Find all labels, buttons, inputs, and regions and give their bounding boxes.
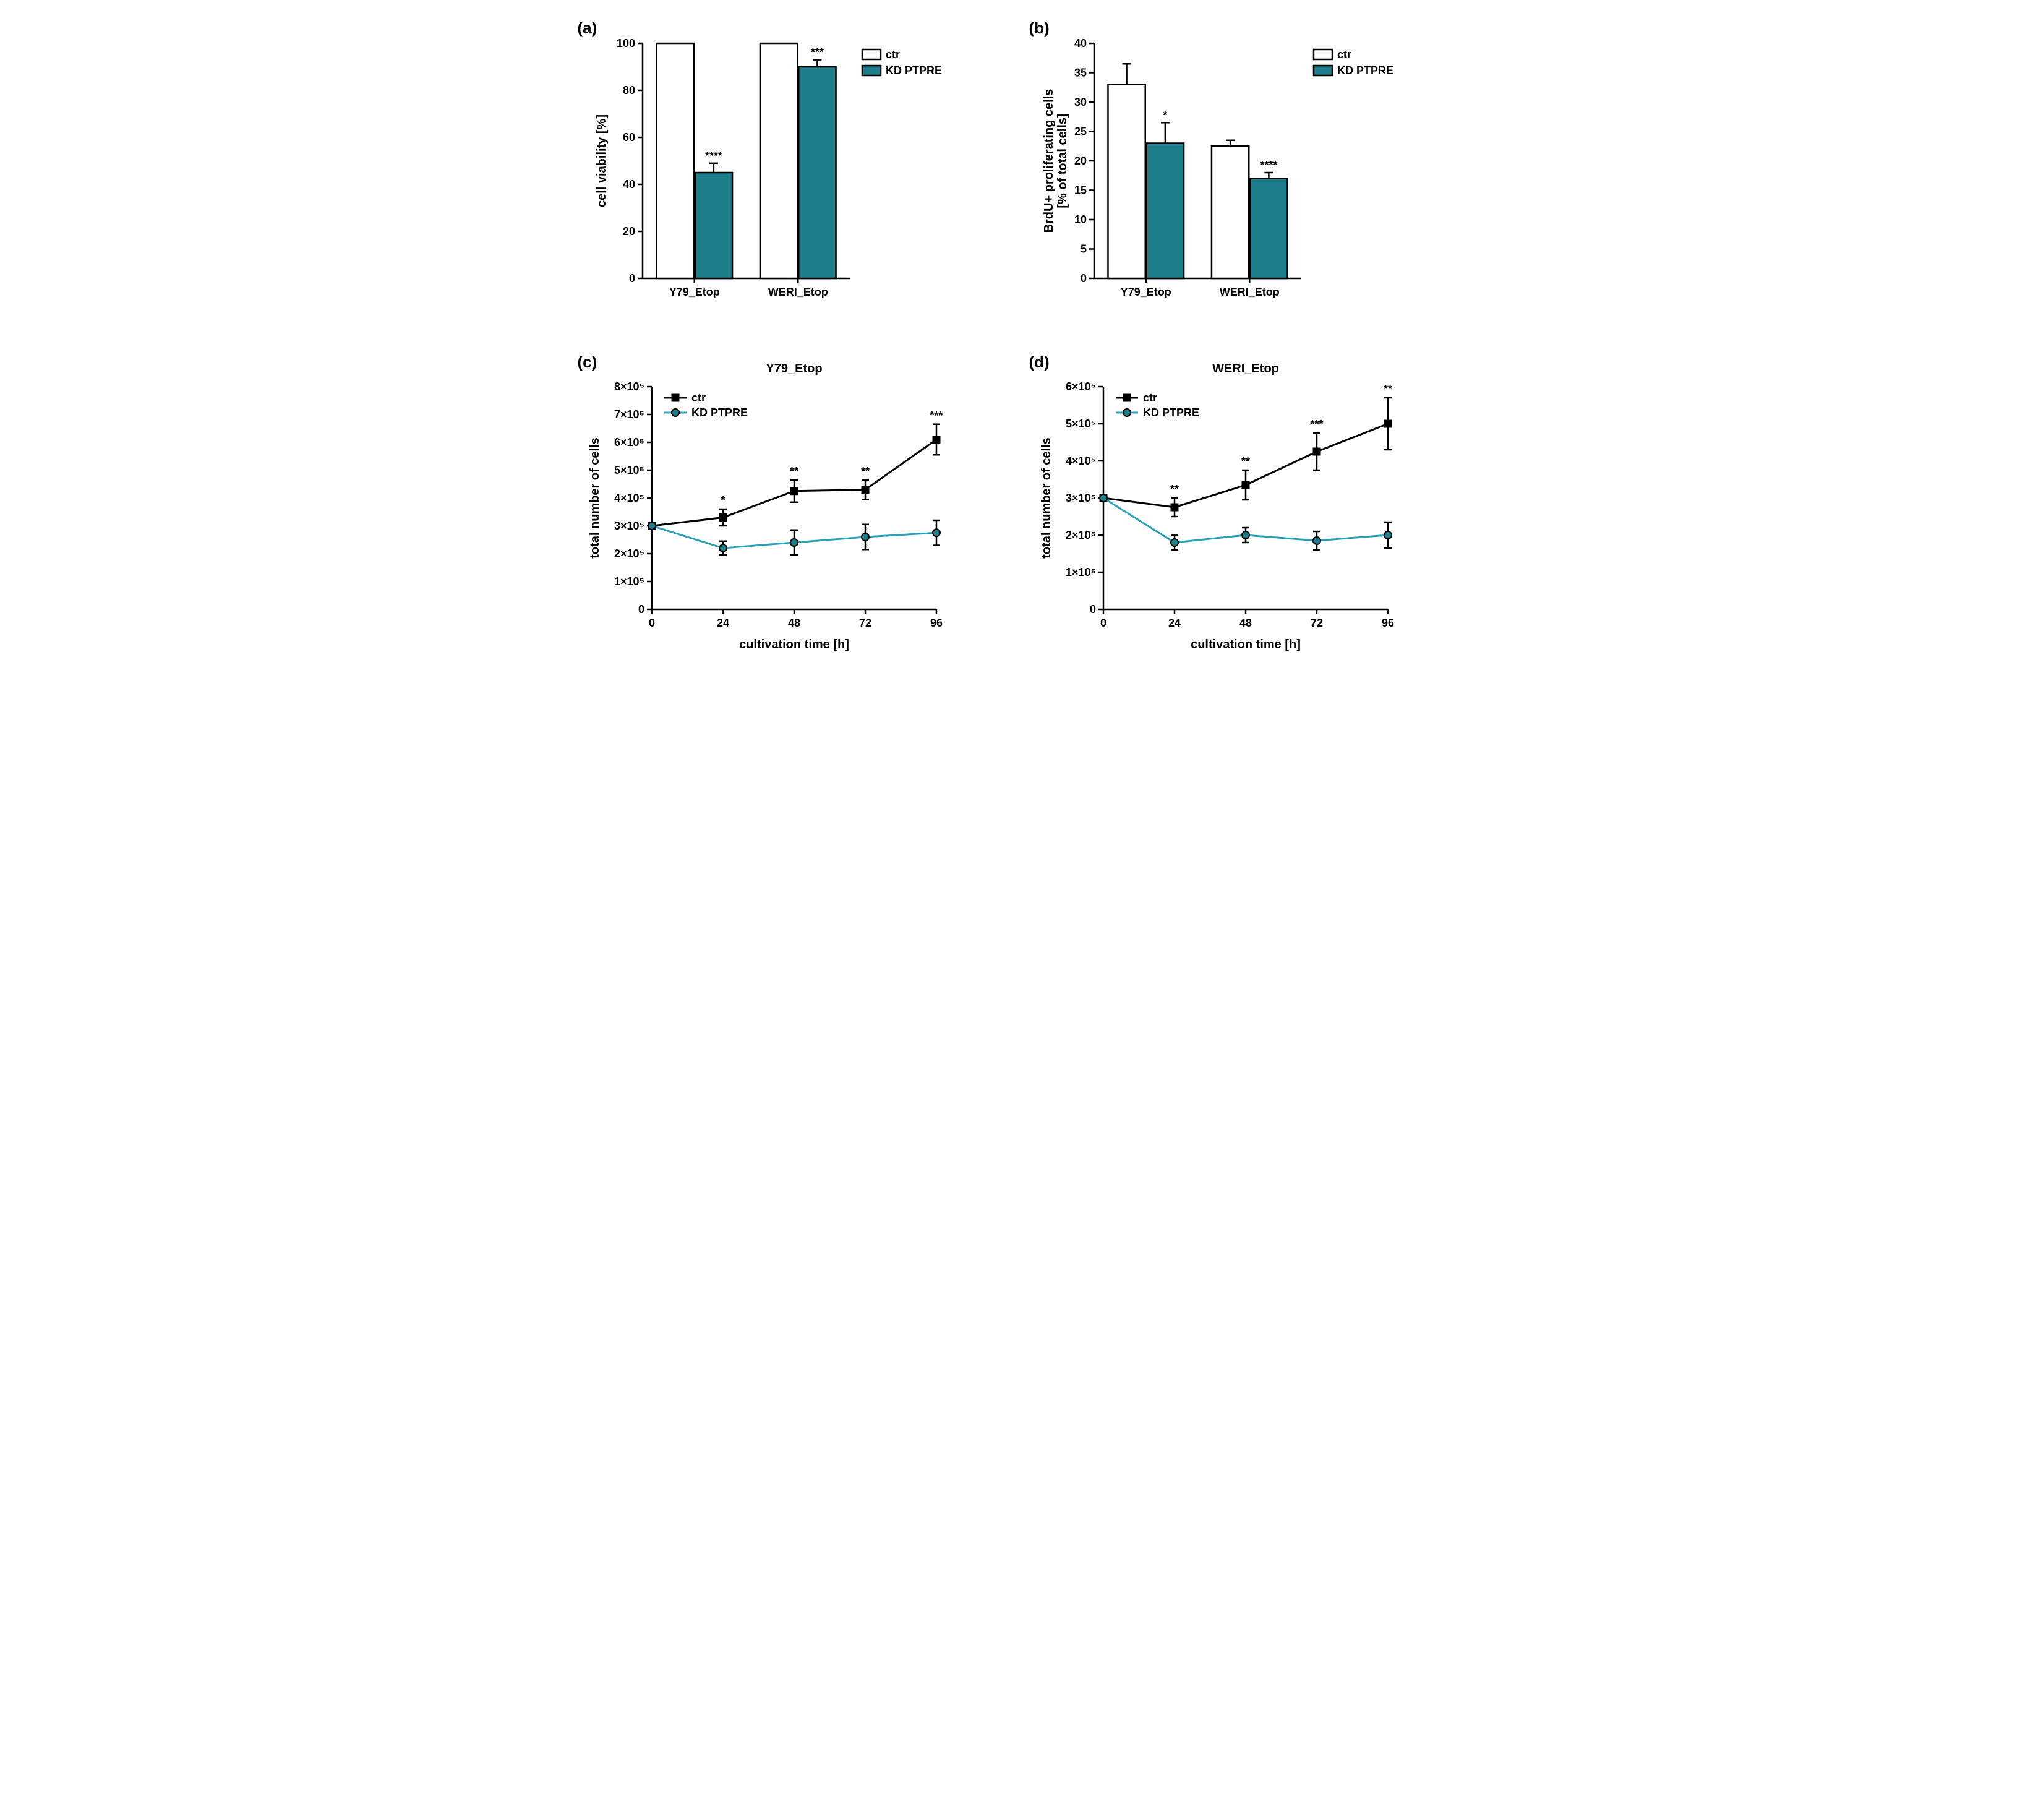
svg-text:24: 24 (1168, 617, 1180, 629)
svg-text:0: 0 (1080, 272, 1086, 285)
figure-grid: (a) 020406080100cell viability [%]****Y7… (584, 25, 1450, 656)
svg-text:10: 10 (1074, 213, 1086, 226)
svg-text:6×10⁵: 6×10⁵ (1066, 380, 1096, 393)
svg-text:5×10⁵: 5×10⁵ (614, 464, 644, 476)
svg-text:1×10⁵: 1×10⁵ (614, 575, 644, 588)
svg-text:ctr: ctr (886, 48, 900, 61)
svg-text:2×10⁵: 2×10⁵ (614, 547, 644, 560)
svg-text:BrdU+ proliferating cells: BrdU+ proliferating cells (1042, 89, 1056, 233)
panel-c-label: (c) (578, 353, 597, 372)
svg-text:0: 0 (628, 272, 635, 285)
svg-text:***: *** (1310, 418, 1323, 431)
svg-text:KD PTPRE: KD PTPRE (886, 64, 942, 77)
svg-text:4×10⁵: 4×10⁵ (614, 492, 644, 504)
svg-text:96: 96 (930, 617, 942, 629)
svg-text:cultivation time [h]: cultivation time [h] (1191, 638, 1301, 651)
svg-text:cultivation time [h]: cultivation time [h] (739, 638, 849, 651)
chart-d: WERI_Etop 0 1×10⁵ 2×10⁵ 3×10⁵ 4×10⁵ 5×10⁵ 6×10⁵… (1035, 359, 1406, 656)
panel-c: (c) Y79_Etop01×10⁵2×10⁵3×10⁵4×10⁵5×10⁵6×… (584, 359, 998, 656)
svg-text:**: ** (860, 465, 869, 478)
svg-text:***: *** (930, 410, 943, 422)
svg-text:7×10⁵: 7×10⁵ (614, 408, 644, 421)
svg-text:0: 0 (1089, 603, 1095, 616)
svg-text:**: ** (789, 465, 798, 478)
panel-b: (b) 0510152025303540BrdU+ proliferating … (1035, 25, 1450, 322)
svg-text:cell viability [%]: cell viability [%] (595, 114, 609, 207)
svg-text:60: 60 (622, 131, 635, 144)
panel-d: (d) WERI_Etop01×10⁵2×10⁵3×10⁵4×10⁵5×10⁵6… (1035, 359, 1450, 656)
svg-text:3×10⁵: 3×10⁵ (614, 520, 644, 532)
svg-text:40: 40 (622, 178, 635, 191)
svg-text:48: 48 (787, 617, 800, 629)
svg-text:72: 72 (858, 617, 871, 629)
svg-text:total number of cells: total number of cells (588, 437, 602, 559)
chart-c: Y79_Etop 0 1×10⁵ 2×10⁵ 3×10⁵ 4×10⁵ 5×10⁵ 6×10⁵ 7… (584, 359, 955, 656)
svg-text:30: 30 (1074, 96, 1086, 108)
panel-a-label: (a) (578, 19, 597, 38)
svg-text:WERI_Etop: WERI_Etop (768, 286, 828, 298)
svg-text:72: 72 (1310, 617, 1322, 629)
svg-text:96: 96 (1381, 617, 1393, 629)
svg-text:40: 40 (1074, 37, 1086, 49)
svg-text:0: 0 (638, 603, 644, 616)
svg-text:ctr: ctr (691, 392, 706, 404)
svg-text:**: ** (1241, 455, 1249, 468)
panel-a: (a) 020406080100cell viability [%]****Y7… (584, 25, 998, 322)
svg-text:total number of cells: total number of cells (1040, 437, 1053, 559)
svg-text:25: 25 (1074, 126, 1086, 138)
svg-text:5: 5 (1080, 243, 1086, 255)
chart-b: 0 5 10 15 20 25 30 35 40 BrdU+ proliferating cell… (1035, 25, 1406, 322)
svg-text:8×10⁵: 8×10⁵ (614, 380, 644, 393)
svg-text:**: ** (1383, 383, 1392, 395)
svg-text:3×10⁵: 3×10⁵ (1066, 492, 1096, 504)
svg-text:2×10⁵: 2×10⁵ (1066, 529, 1096, 541)
svg-text:*: * (1163, 109, 1167, 121)
svg-text:KD PTPRE: KD PTPRE (691, 406, 748, 419)
svg-text:Y79_Etop: Y79_Etop (1120, 286, 1171, 298)
svg-text:Y79_Etop: Y79_Etop (766, 362, 822, 376)
svg-text:20: 20 (622, 225, 635, 238)
svg-text:***: *** (810, 46, 823, 59)
svg-text:4×10⁵: 4×10⁵ (1066, 455, 1096, 467)
svg-text:5×10⁵: 5×10⁵ (1066, 418, 1096, 430)
svg-text:ctr: ctr (1337, 48, 1351, 61)
panel-d-label: (d) (1029, 353, 1050, 372)
svg-text:[% of total cells]: [% of total cells] (1056, 113, 1069, 208)
panel-b-label: (b) (1029, 19, 1050, 38)
svg-text:**: ** (1170, 483, 1178, 496)
svg-text:Y79_Etop: Y79_Etop (669, 286, 719, 298)
chart-a: 0 20 40 60 80 100 cell viability [%] **** Y79_Et… (584, 25, 955, 322)
svg-text:KD PTPRE: KD PTPRE (1337, 64, 1393, 77)
svg-text:35: 35 (1074, 67, 1086, 79)
svg-text:KD PTPRE: KD PTPRE (1143, 406, 1199, 419)
svg-text:****: **** (1260, 159, 1277, 171)
svg-text:0: 0 (1100, 617, 1106, 629)
svg-text:80: 80 (622, 84, 635, 97)
svg-text:1×10⁵: 1×10⁵ (1066, 566, 1096, 578)
svg-text:WERI_Etop: WERI_Etop (1219, 286, 1279, 298)
svg-text:100: 100 (616, 37, 635, 49)
svg-text:*: * (721, 494, 725, 507)
svg-text:ctr: ctr (1143, 392, 1157, 404)
svg-text:0: 0 (648, 617, 654, 629)
svg-text:6×10⁵: 6×10⁵ (614, 436, 644, 449)
svg-text:20: 20 (1074, 155, 1086, 167)
svg-text:24: 24 (716, 617, 729, 629)
svg-text:15: 15 (1074, 184, 1086, 197)
svg-text:48: 48 (1239, 617, 1251, 629)
svg-text:WERI_Etop: WERI_Etop (1212, 362, 1279, 376)
svg-text:****: **** (704, 150, 722, 162)
